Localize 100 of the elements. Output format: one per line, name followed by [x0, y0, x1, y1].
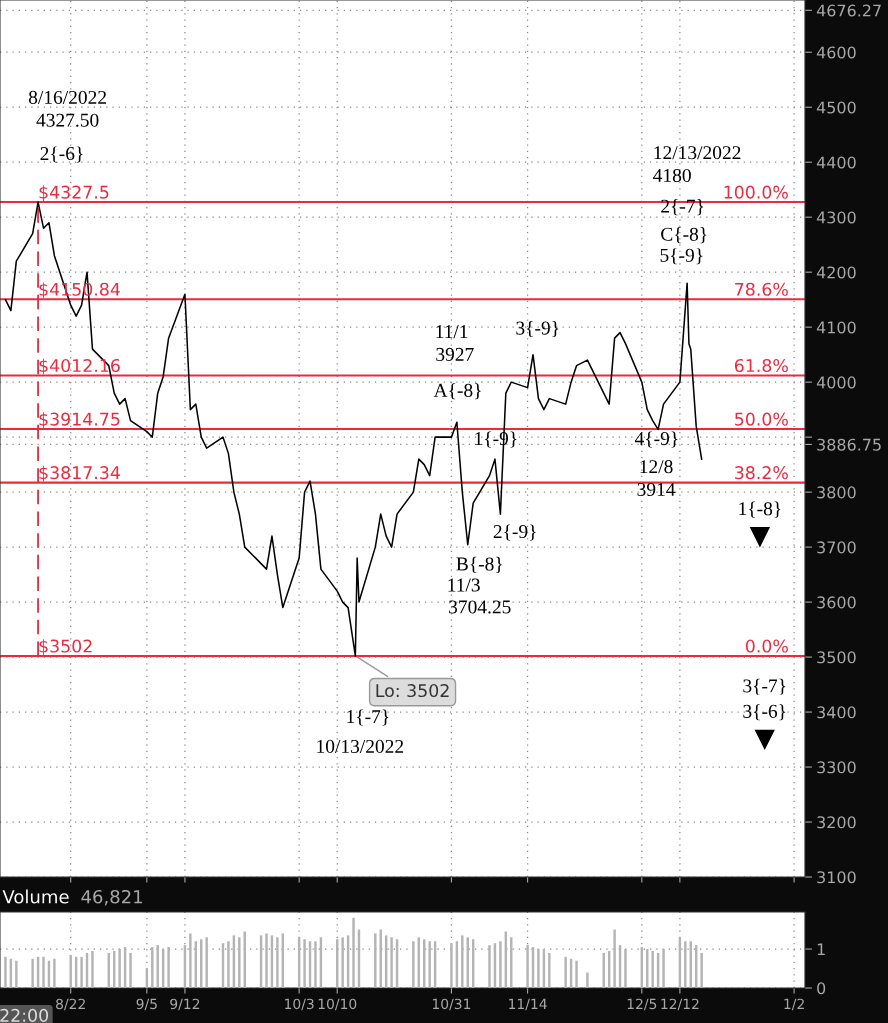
annotation: 61.8%: [734, 358, 788, 373]
annotation: 3914: [637, 482, 676, 496]
y-tick-label: 4200: [816, 266, 856, 279]
bar: [624, 949, 627, 989]
bar: [586, 972, 589, 989]
y-tick-label: 0: [817, 982, 826, 995]
bar: [276, 937, 279, 989]
bar: [428, 941, 431, 989]
bar: [31, 958, 34, 989]
x-tick-label: 1/2: [784, 998, 804, 1011]
x-tick-label: 10/10: [318, 998, 357, 1011]
bar: [352, 917, 355, 989]
chart-title: Volume: [2, 889, 69, 904]
annotation: 38.2%: [735, 466, 788, 480]
y-tick-label: 3200: [817, 816, 856, 829]
annotation: 50.0%: [735, 412, 788, 426]
bar: [684, 941, 687, 989]
annotation: 5{-9}: [660, 248, 703, 265]
y-tick-label: 3400: [817, 706, 856, 719]
bar: [564, 956, 567, 989]
annotation: 10/13/2022: [317, 739, 404, 753]
annotation: 78.6%: [735, 282, 788, 296]
bar: [53, 958, 56, 989]
bar: [341, 937, 344, 989]
bar: [412, 941, 415, 989]
y-tick-label: 4676.27: [816, 4, 881, 17]
y-tick-label: 1: [817, 943, 825, 956]
x-tick-label: 12/12: [661, 998, 699, 1011]
bar: [662, 949, 665, 989]
bar: [15, 960, 18, 989]
bar: [189, 933, 192, 989]
x-tick-label: 12/5: [627, 998, 657, 1011]
annotation: C{-8}: [661, 227, 707, 244]
y-tick-label: 3886.75: [817, 438, 881, 451]
annotation: 2{-7}: [661, 199, 704, 216]
x-tick-label: 11/14: [509, 998, 547, 1011]
annotation: 11/1: [436, 325, 468, 339]
x-tick-label: 10/3: [285, 998, 314, 1011]
bar: [314, 941, 317, 989]
y-tick-label: 4600: [816, 46, 856, 59]
annotation: 1{-7}: [347, 709, 389, 726]
ref-line-label: $3502: [39, 639, 92, 655]
y-tick-label: 3300: [817, 761, 856, 774]
y-tick-label: 4400: [816, 156, 856, 169]
bar: [80, 956, 83, 989]
bar: [613, 929, 616, 989]
y-tick-label: 3700: [817, 541, 856, 554]
annotation: 4{-9}: [634, 431, 678, 448]
bar: [4, 956, 7, 989]
annotation: 1{-8}: [739, 501, 781, 518]
bar: [265, 933, 268, 989]
bar: [151, 947, 154, 989]
y-tick-label: 4500: [816, 101, 856, 114]
y-tick-label: 3500: [817, 651, 856, 664]
annotation: 3{-6}: [743, 704, 786, 721]
x-tick-label: 10/31: [432, 998, 471, 1011]
y-tick-label: 4300: [816, 211, 856, 224]
bar: [651, 950, 654, 989]
x-tick-label: 9/12: [170, 998, 200, 1011]
annotation: 3{-7}: [743, 678, 786, 695]
bar: [303, 939, 306, 989]
y-tick-label: 3800: [817, 486, 856, 499]
annotation: 8/16/2022: [28, 90, 106, 104]
bar: [118, 949, 121, 989]
annotation: 12/8: [640, 460, 673, 474]
annotation: 100.0%: [724, 185, 788, 199]
annotation: 4327.50: [36, 113, 99, 127]
bar: [167, 947, 170, 989]
bar: [374, 933, 377, 989]
annotation: 3704.25: [449, 600, 511, 614]
x-tick-label: 8/22: [56, 998, 85, 1011]
bar: [700, 952, 703, 989]
ref-line-label: $3817.34: [39, 465, 120, 482]
annotation: 0.0%: [745, 639, 788, 653]
text: 22:00: [0, 1008, 49, 1022]
y-tick-label: 3100: [817, 871, 856, 884]
chart-subtitle: 46,821: [81, 889, 143, 906]
bar: [390, 937, 393, 989]
bar: [488, 945, 491, 989]
bar: [548, 952, 551, 989]
annotation: 12/13/2022: [654, 146, 741, 160]
bar: [42, 956, 45, 989]
y-tick-label: 4000: [816, 376, 856, 389]
annotation: 11/3: [448, 578, 480, 592]
ref-line-label: $4327.5: [39, 185, 109, 202]
bar: [575, 960, 578, 989]
annotation: Lo: 3502: [376, 683, 449, 698]
annotation: 2{-6}: [40, 146, 83, 163]
ref-line-label: $3914.75: [39, 412, 120, 428]
annotation: 2{-9}: [493, 524, 536, 541]
y-tick-label: 3600: [817, 596, 856, 609]
bar: [91, 950, 94, 989]
y-tick-label: 4100: [816, 321, 856, 334]
bar: [238, 937, 241, 989]
x-tick-label: 9/5: [136, 998, 157, 1011]
bar: [227, 941, 230, 989]
bar: [537, 949, 540, 989]
bar: [461, 935, 464, 989]
annotation: 3{-9}: [516, 320, 559, 338]
annotation: 3927: [436, 347, 474, 361]
